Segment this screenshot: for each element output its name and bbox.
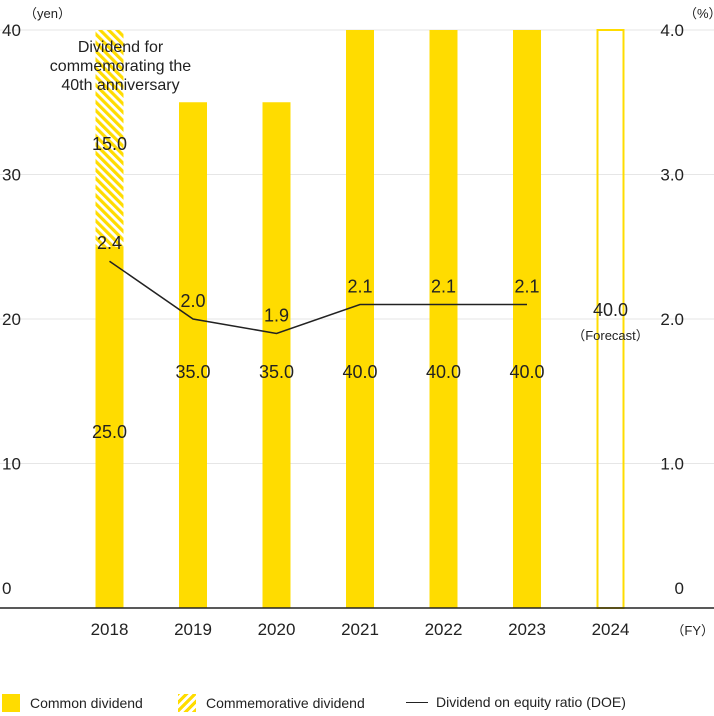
x-tick-label: 2024 bbox=[592, 620, 630, 639]
data-label-common: 40.0 bbox=[426, 362, 461, 382]
right-tick-label: 0 bbox=[675, 579, 684, 598]
x-tick-label: 2023 bbox=[508, 620, 546, 639]
bar-common bbox=[95, 246, 124, 608]
data-label-common: 35.0 bbox=[175, 362, 210, 382]
legend-label-common: Common dividend bbox=[30, 695, 143, 711]
x-tick-label: 2019 bbox=[174, 620, 212, 639]
bar-commemorative bbox=[95, 30, 124, 247]
doe-line bbox=[109, 260, 527, 335]
bar-common bbox=[513, 30, 541, 608]
annotation-line: 40th anniversary bbox=[61, 77, 179, 94]
data-label-common: 40.0 bbox=[593, 300, 628, 320]
data-label-common: 35.0 bbox=[259, 362, 294, 382]
data-label-doe: 2.1 bbox=[347, 277, 372, 297]
right-tick-label: 4.0 bbox=[660, 21, 684, 40]
legend-swatch-doe bbox=[406, 701, 428, 703]
legend-swatch-commemorative bbox=[178, 694, 196, 712]
data-label-doe: 1.9 bbox=[264, 305, 289, 325]
legend: Common dividend Commemorative dividend D… bbox=[0, 694, 714, 716]
bar-common bbox=[179, 102, 207, 608]
right-tick-label: 3.0 bbox=[660, 166, 684, 185]
annotation-commemorative: Dividend for commemorating the 40th annive… bbox=[50, 39, 191, 94]
data-label-common: 25.0 bbox=[92, 422, 127, 442]
data-label-doe: 2.4 bbox=[97, 233, 122, 253]
left-tick-label: 40 bbox=[2, 21, 21, 40]
annotation-line: Dividend for bbox=[78, 39, 164, 56]
right-tick-label: 1.0 bbox=[660, 455, 684, 474]
annotation-line: commemorating the bbox=[50, 58, 191, 75]
bar-common bbox=[262, 102, 291, 608]
data-label-common: 40.0 bbox=[342, 362, 377, 382]
bar-common bbox=[429, 30, 458, 608]
x-tick-label: 2021 bbox=[341, 620, 379, 639]
legend-label-commemorative: Commemorative dividend bbox=[206, 695, 365, 711]
left-tick-label: 10 bbox=[2, 455, 21, 474]
left-tick-label: 30 bbox=[2, 166, 21, 185]
data-label-common: 40.0 bbox=[509, 362, 544, 382]
left-tick-label: 20 bbox=[2, 310, 21, 329]
x-tick-label: 2022 bbox=[425, 620, 463, 639]
legend-item-commemorative: Commemorative dividend bbox=[178, 694, 365, 712]
data-label-commemorative: 15.0 bbox=[92, 134, 127, 154]
forecast-label: （Forecast） bbox=[572, 328, 649, 343]
right-axis-unit: （%） bbox=[684, 6, 714, 21]
legend-item-common: Common dividend bbox=[2, 694, 143, 712]
data-label-doe: 2.0 bbox=[180, 291, 205, 311]
left-tick-label: 0 bbox=[2, 579, 11, 598]
data-label-doe: 2.1 bbox=[431, 277, 456, 297]
x-tick-label: 2020 bbox=[258, 620, 296, 639]
x-tick-label: 2018 bbox=[91, 620, 129, 639]
left-axis-unit: （yen） bbox=[24, 6, 71, 21]
right-tick-label: 2.0 bbox=[660, 310, 684, 329]
x-axis-unit: （FY） bbox=[671, 623, 714, 638]
legend-item-doe: Dividend on equity ratio (DOE) bbox=[406, 694, 626, 710]
bar-common bbox=[346, 30, 374, 608]
data-label-doe: 2.1 bbox=[514, 277, 539, 297]
legend-label-doe: Dividend on equity ratio (DOE) bbox=[436, 694, 626, 710]
legend-swatch-common bbox=[2, 694, 20, 712]
